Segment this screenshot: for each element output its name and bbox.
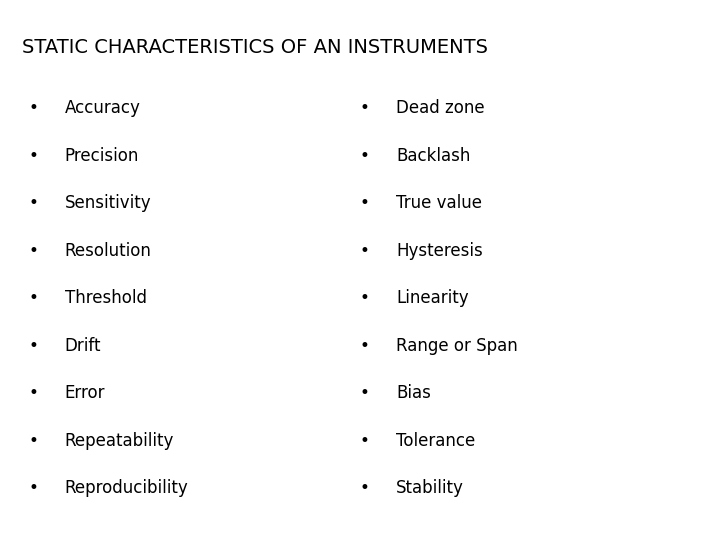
Text: •: • [29, 431, 39, 450]
Text: •: • [360, 194, 370, 212]
Text: •: • [360, 146, 370, 165]
Text: •: • [360, 241, 370, 260]
Text: •: • [29, 194, 39, 212]
Text: Repeatability: Repeatability [65, 431, 174, 450]
Text: Linearity: Linearity [396, 289, 469, 307]
Text: Bias: Bias [396, 384, 431, 402]
Text: •: • [29, 289, 39, 307]
Text: •: • [360, 336, 370, 355]
Text: STATIC CHARACTERISTICS OF AN INSTRUMENTS: STATIC CHARACTERISTICS OF AN INSTRUMENTS [22, 38, 487, 57]
Text: Stability: Stability [396, 479, 464, 497]
Text: •: • [29, 384, 39, 402]
Text: •: • [360, 289, 370, 307]
Text: Hysteresis: Hysteresis [396, 241, 482, 260]
Text: •: • [360, 99, 370, 117]
Text: •: • [29, 241, 39, 260]
Text: Error: Error [65, 384, 105, 402]
Text: Precision: Precision [65, 146, 139, 165]
Text: Backlash: Backlash [396, 146, 470, 165]
Text: True value: True value [396, 194, 482, 212]
Text: Reproducibility: Reproducibility [65, 479, 189, 497]
Text: Range or Span: Range or Span [396, 336, 518, 355]
Text: Resolution: Resolution [65, 241, 152, 260]
Text: Dead zone: Dead zone [396, 99, 485, 117]
Text: •: • [29, 146, 39, 165]
Text: •: • [360, 479, 370, 497]
Text: Tolerance: Tolerance [396, 431, 475, 450]
Text: •: • [29, 336, 39, 355]
Text: •: • [29, 99, 39, 117]
Text: Threshold: Threshold [65, 289, 147, 307]
Text: Sensitivity: Sensitivity [65, 194, 151, 212]
Text: •: • [360, 384, 370, 402]
Text: Drift: Drift [65, 336, 102, 355]
Text: •: • [360, 431, 370, 450]
Text: •: • [29, 479, 39, 497]
Text: Accuracy: Accuracy [65, 99, 140, 117]
